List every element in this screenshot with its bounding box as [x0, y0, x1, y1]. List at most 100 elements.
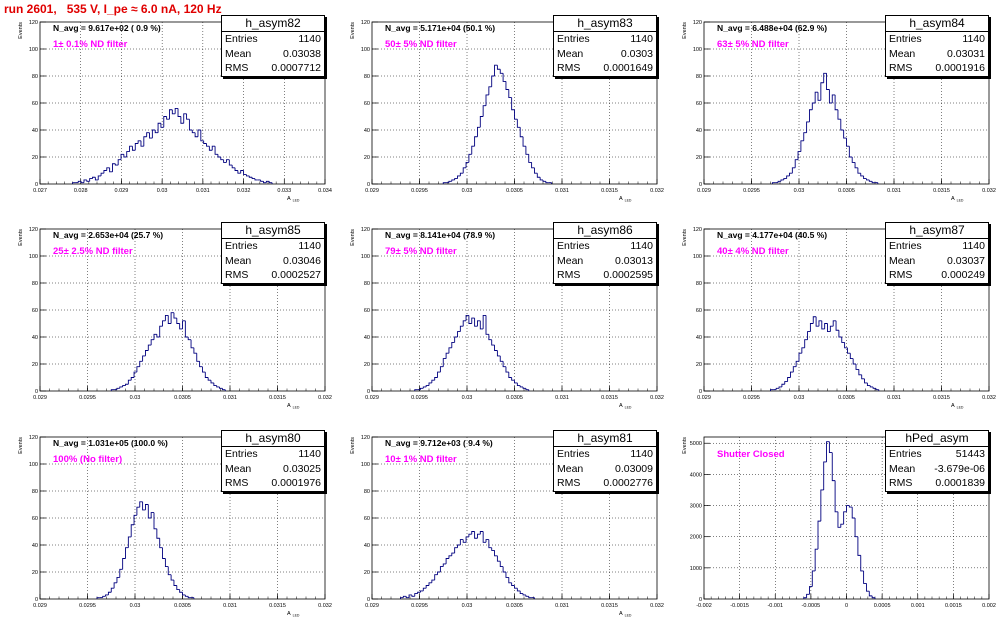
stats-value: 0.03037 [947, 254, 985, 267]
y-tick-label: 20 [364, 155, 370, 161]
histogram-bin [491, 547, 495, 551]
histogram-bin [474, 318, 478, 327]
x-tick-label: 0.0315 [601, 603, 618, 609]
histogram-bin [827, 323, 831, 333]
histogram-bin [162, 547, 166, 559]
x-tick-label: 0.032 [237, 188, 251, 194]
histogram-bin [122, 558, 126, 570]
stats-value: 0.0002527 [271, 269, 321, 281]
y-tick-label: 80 [32, 281, 38, 287]
x-axis-title: A LED [619, 196, 632, 203]
stats-value: 0.0001649 [603, 62, 653, 74]
histogram-bin [781, 383, 785, 387]
histogram-bin [811, 102, 816, 110]
histogram-bin [778, 386, 782, 389]
histogram-bin [142, 355, 146, 362]
histogram-bin [183, 113, 187, 124]
histogram-bin [169, 109, 173, 120]
y-tick-label: 20 [696, 362, 702, 368]
y-tick-label: 40 [696, 128, 702, 134]
y-tick-label: 120 [29, 227, 38, 233]
x-tick-label: 0.0295 [743, 395, 760, 401]
x-tick-label: 0.029 [365, 188, 379, 194]
x-tick-label: 0.03 [794, 395, 805, 401]
histogram-bin [522, 136, 526, 147]
histogram-bin [854, 518, 858, 538]
histogram-bin [420, 590, 424, 593]
stats-value: 0.0001976 [271, 477, 321, 489]
stats-key: RMS [225, 477, 249, 489]
y-tick-label: 100 [361, 47, 370, 53]
histogram-bin [864, 378, 868, 384]
x-axis-subscript: LED [292, 199, 300, 203]
histogram-bin [826, 73, 830, 90]
histogram-bin [127, 379, 132, 385]
histogram-bin [477, 320, 481, 327]
histogram-bin [149, 132, 153, 139]
histogram-bin [214, 146, 218, 155]
histogram-bin [400, 597, 404, 599]
histogram-bin [811, 570, 816, 587]
y-tick-label: 0 [367, 182, 370, 188]
histogram-bin [496, 350, 501, 357]
histogram-bin [858, 369, 862, 376]
y-axis-title: Events [682, 437, 688, 454]
stats-row-entries: Entries 1140 [554, 447, 656, 462]
histogram-bin [240, 170, 244, 174]
y-tick-label: 0 [367, 389, 370, 395]
histogram-bin [848, 505, 853, 508]
histogram-bin [479, 531, 484, 535]
histogram-bin [457, 331, 461, 337]
y-axis-title: Events [350, 437, 356, 454]
histogram-bin [485, 539, 489, 543]
histogram-bin [474, 531, 478, 539]
histogram-bin [790, 371, 794, 378]
histogram-bin [863, 175, 867, 180]
histogram-bin [428, 582, 432, 586]
x-tick-label: 0.0295 [411, 603, 428, 609]
histogram-bin [194, 132, 198, 138]
histogram-bin [448, 180, 452, 183]
filter-label: Shutter Closed [717, 449, 785, 460]
histogram-bin [525, 146, 529, 155]
histogram-bin [866, 178, 870, 181]
histogram-bin [83, 179, 87, 183]
histogram-bin [843, 130, 847, 139]
stats-row-mean: Mean 0.03038 [222, 47, 324, 62]
histogram-bin [191, 130, 196, 134]
y-tick-label: 20 [364, 570, 370, 576]
histogram-bin [528, 596, 532, 599]
x-tick-label: 0.0305 [506, 603, 523, 609]
histogram-bin [471, 317, 475, 324]
x-tick-label: 0.03 [462, 395, 473, 401]
histogram-bin [190, 339, 194, 349]
histogram-bin [479, 116, 484, 128]
histogram-bin [525, 594, 529, 597]
histogram-bin [508, 577, 512, 584]
histogram-bin [442, 182, 447, 184]
histogram-bin [179, 323, 183, 330]
stats-value: 0.0007712 [271, 62, 321, 74]
histogram-bin [838, 330, 842, 338]
histogram-bin [522, 593, 526, 596]
histogram-bin [454, 178, 458, 180]
x-tick-label: 0.03 [462, 603, 473, 609]
x-tick-label: 0.029 [365, 395, 379, 401]
stats-value: -3.679e-06 [934, 462, 985, 475]
histogram-bin [143, 136, 147, 147]
x-tick-label: 0.031 [887, 188, 901, 194]
histogram-plot: 0.029 0.0295 0.03 0.0305 0.031 0.0315 0.032 0 20… [682, 20, 996, 203]
y-tick-label: 100 [693, 47, 702, 53]
histogram-bin [861, 374, 865, 380]
histogram-bin [471, 145, 475, 155]
histogram-bin [835, 320, 839, 331]
histogram-bin [857, 167, 861, 174]
histogram-bin [837, 511, 841, 528]
x-tick-label: 0.0305 [174, 395, 191, 401]
histogram-bin [434, 377, 438, 381]
stats-value: 0.0002595 [603, 269, 653, 281]
histogram-panel-h_asym80: 0.029 0.0295 0.03 0.0305 0.031 0.0315 0.032 0 20… [0, 415, 332, 622]
histogram-bin [519, 385, 524, 388]
histogram-bin [451, 179, 455, 182]
histogram-bin [828, 89, 833, 104]
